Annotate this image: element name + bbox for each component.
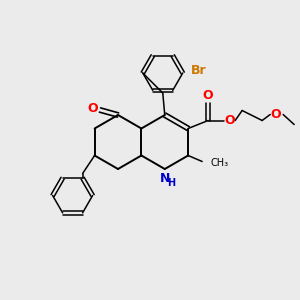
Text: N: N xyxy=(160,172,170,184)
Text: O: O xyxy=(271,108,281,121)
Text: CH₃: CH₃ xyxy=(210,158,228,167)
Text: Br: Br xyxy=(191,64,206,77)
Text: O: O xyxy=(88,103,98,116)
Text: H: H xyxy=(167,178,175,188)
Text: O: O xyxy=(203,89,214,102)
Text: O: O xyxy=(225,114,236,127)
